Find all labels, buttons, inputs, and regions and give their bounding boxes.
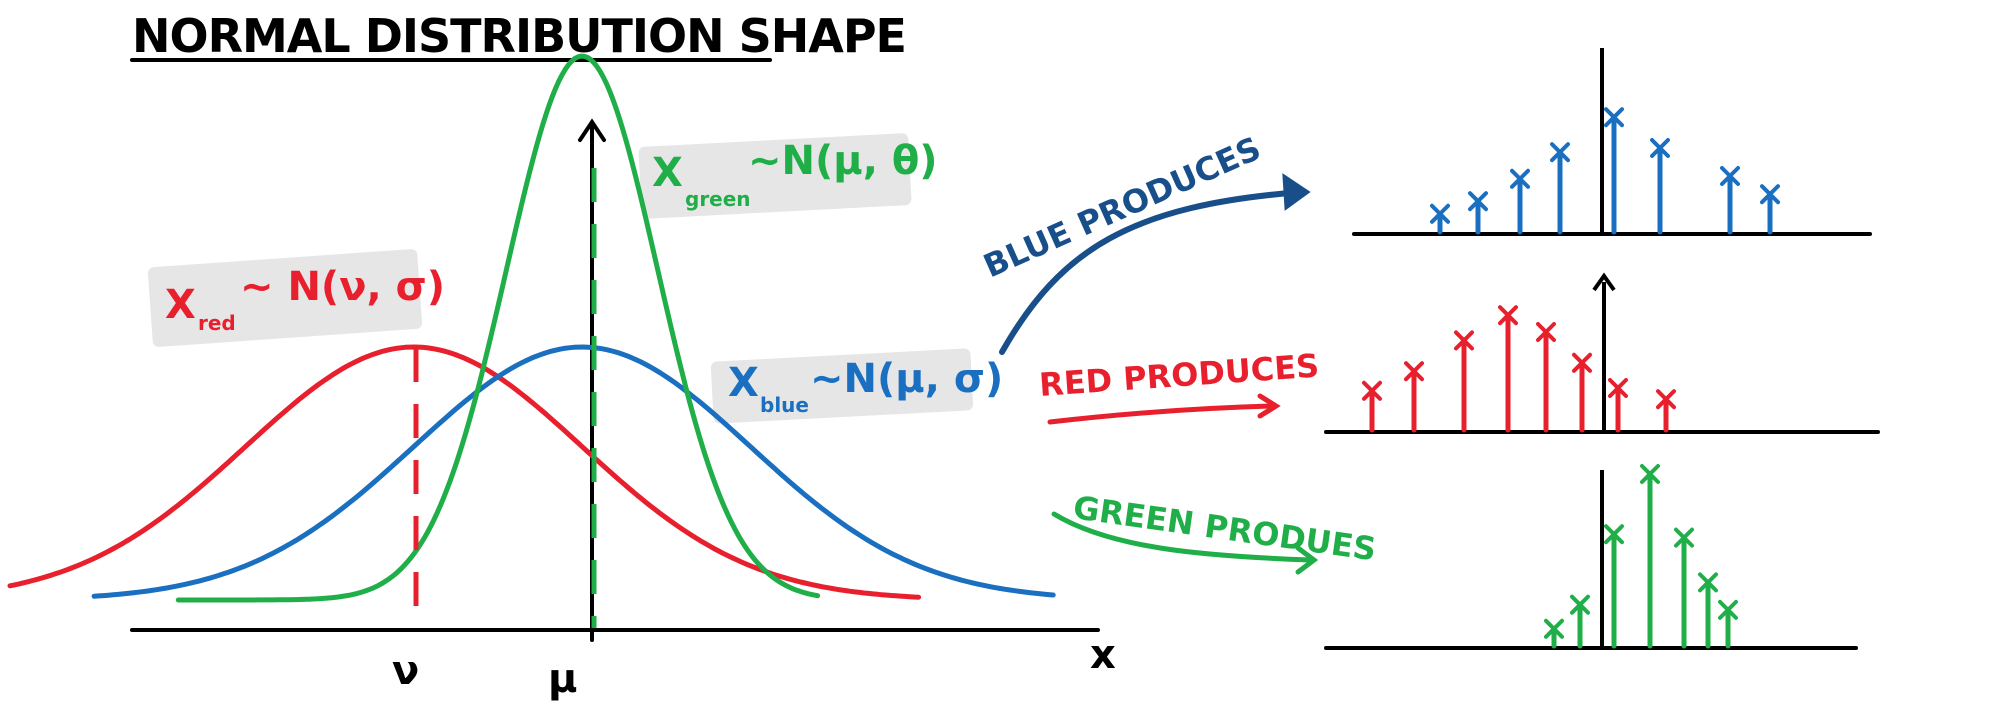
blue-sample-cross [1650, 138, 1670, 158]
red-sample-cross [1404, 361, 1424, 382]
red-sample-cross [1498, 305, 1518, 326]
blue-sample-cross [1604, 107, 1624, 128]
red-panel-arrowhead [1592, 272, 1616, 292]
red-label-highlight [147, 249, 423, 347]
tick-label-mu: μ [548, 656, 577, 702]
blue-produces-arrowhead [1282, 173, 1311, 211]
diagram-title: NORMAL DISTRIBUTION SHAPE [132, 9, 906, 63]
blue-distribution-curve [91, 344, 1056, 599]
green-sample-marks [1544, 464, 1738, 649]
green-sample-cross [1698, 572, 1718, 593]
blue-produces-label: BLUE PRODUCES [978, 129, 1266, 285]
green-sample-cross [1640, 464, 1660, 484]
svg-text:blue: blue [760, 393, 809, 417]
green-label-highlight [638, 133, 912, 219]
green-sample-cross [1604, 524, 1624, 545]
red-sample-marks [1362, 305, 1676, 433]
green-sample-cross [1544, 618, 1564, 639]
svg-text:red: red [198, 311, 236, 335]
red-sample-cross [1362, 380, 1382, 401]
red-sample-cross [1454, 330, 1474, 351]
blue-produces-arrow [999, 189, 1305, 355]
blue-sample-cross [1550, 142, 1570, 163]
red-sample-cross [1608, 378, 1628, 398]
red-produces-arrowhead [1257, 393, 1281, 419]
svg-text:~N(μ, θ): ~N(μ, θ) [748, 138, 938, 184]
svg-text:green: green [685, 187, 751, 211]
red-sample-cross [1656, 389, 1676, 410]
blue-sample-cross [1720, 166, 1740, 186]
green-samples-panel [1324, 464, 1858, 650]
blue-samples-panel [1352, 48, 1872, 236]
svg-text:X: X [652, 150, 683, 196]
blue-sample-marks [1430, 107, 1780, 235]
red-produces-label: RED PRODUCES [1038, 347, 1320, 404]
green-sample-cross [1570, 594, 1590, 615]
blue-label-highlight [710, 348, 974, 424]
svg-text:X: X [728, 360, 759, 406]
green-produces-arrow [1051, 511, 1313, 563]
x-axis-label: x [1090, 632, 1116, 678]
red-distribution-label: X red ~ N(ν, σ) [165, 264, 445, 335]
y-axis-arrowhead [578, 118, 606, 142]
red-sample-cross [1572, 352, 1592, 373]
blue-sample-cross [1760, 184, 1780, 205]
red-produces-arrow [1047, 403, 1275, 425]
tick-label-nu: ν [392, 648, 419, 694]
green-sample-cross [1718, 599, 1738, 620]
blue-sample-cross [1510, 168, 1530, 189]
svg-text:X: X [165, 282, 196, 328]
blue-distribution-label: X blue ~N(μ, σ) [728, 356, 1003, 417]
blue-sample-cross [1430, 203, 1450, 224]
green-produces-arrowhead [1295, 545, 1319, 575]
green-distribution-curve [175, 53, 821, 603]
blue-sample-cross [1468, 191, 1488, 212]
red-sample-cross [1536, 322, 1556, 342]
green-sample-cross [1674, 527, 1694, 548]
distribution-curves [7, 53, 1056, 603]
green-distribution-label: X green ~N(μ, θ) [652, 138, 938, 211]
svg-text:~ N(ν, σ): ~ N(ν, σ) [240, 264, 445, 310]
red-samples-panel [1324, 272, 1880, 434]
svg-text:~N(μ, σ): ~N(μ, σ) [810, 356, 1003, 402]
